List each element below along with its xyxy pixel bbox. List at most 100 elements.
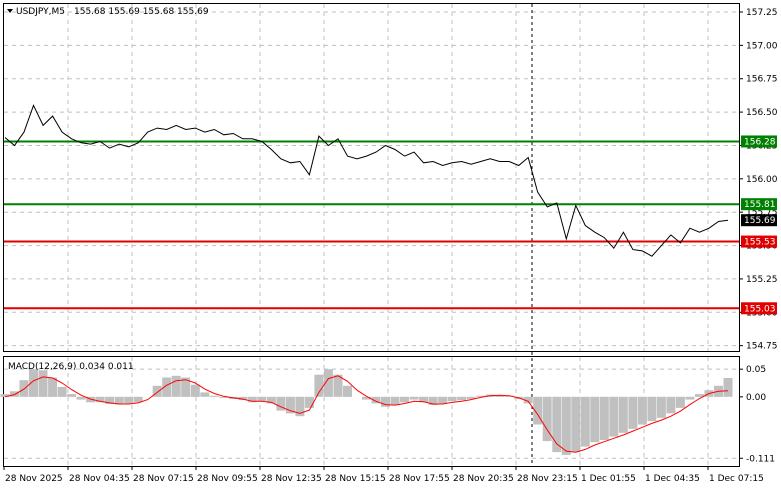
macd-bar: [29, 369, 38, 397]
macd-bar: [381, 396, 390, 407]
macd-bar: [314, 374, 324, 397]
macd-bar: [533, 396, 543, 425]
macd-bar: [247, 396, 257, 403]
time-label: 28 Nov 07:15: [133, 474, 194, 484]
current-price-tag-label: 155.69: [744, 216, 776, 226]
macd-bar: [504, 395, 514, 397]
price-tick-label: 154.75: [746, 342, 778, 352]
time-label: 28 Nov 09:55: [197, 474, 258, 484]
price-axis[interactable]: 157.25157.00156.75156.50156.25156.00155.…: [739, 8, 778, 352]
macd-bar: [152, 385, 162, 397]
macd-bar: [618, 396, 628, 433]
symbol-label: USDJPY,M5: [16, 7, 65, 17]
macd-bar: [343, 385, 352, 397]
macd-bar: [238, 396, 248, 401]
level-155-53-tag-label: 155.53: [744, 238, 776, 248]
macd-bar: [666, 396, 676, 414]
level-156-28-tag: [741, 135, 777, 148]
macd-bar: [542, 396, 552, 442]
macd-bar: [323, 369, 333, 397]
macd-bar: [571, 396, 581, 453]
time-label: 1 Dec 01:55: [581, 474, 636, 484]
macd-bar: [495, 395, 505, 397]
price-tick-label: 155.75: [746, 208, 778, 218]
time-label: 28 Nov 20:35: [453, 474, 514, 484]
macd-bar: [647, 396, 657, 422]
macd-bar: [133, 396, 143, 403]
macd-bar: [400, 396, 409, 403]
macd-bar: [38, 370, 48, 397]
ohlc-values: 155.68 155.69 155.68 155.69: [74, 7, 209, 17]
level-155-81-tag-label: 155.81: [744, 200, 776, 210]
level-155-03-tag-label: 155.03: [744, 304, 776, 314]
macd-bar: [476, 395, 486, 397]
level-lines: [4, 140, 739, 310]
macd-signal-line: [4, 375, 729, 453]
macd-bar: [181, 377, 191, 397]
macd-bar: [637, 396, 647, 425]
macd-bar: [285, 396, 295, 414]
main-grid: [4, 4, 739, 351]
macd-bar: [419, 396, 429, 403]
macd-bar: [276, 396, 286, 411]
current-price-tag: [741, 214, 777, 227]
time-label: 28 Nov 2025: [5, 474, 63, 484]
macd-bar: [162, 377, 172, 397]
macd-histogram: [0, 369, 733, 455]
macd-bar: [685, 396, 695, 400]
level-155-03-tag: [741, 302, 777, 315]
main-plot-area[interactable]: [3, 3, 740, 352]
level-price-tags: 156.28 155.81 155.53 155.03 155.69: [741, 135, 777, 315]
macd-bar: [675, 396, 685, 408]
macd-bar: [190, 384, 200, 397]
macd-bar: [552, 396, 562, 453]
macd-bar: [295, 396, 305, 417]
macd-bar: [428, 396, 438, 406]
macd-bar: [333, 374, 343, 397]
macd-bar: [561, 396, 571, 455]
macd-bar: [457, 396, 467, 401]
macd-bar: [723, 378, 733, 397]
macd-bar: [67, 394, 77, 397]
macd-bar: [114, 396, 124, 405]
macd-bar: [523, 396, 533, 404]
price-series-line: [4, 104, 729, 257]
triangle-down-icon[interactable]: [7, 9, 13, 13]
macd-bar: [266, 396, 276, 404]
macd-bar: [48, 377, 58, 397]
macd-bar: [209, 395, 219, 397]
macd-bar: [599, 396, 609, 440]
macd-bar: [124, 396, 134, 404]
macd-bar: [371, 396, 381, 404]
price-tick-label: 157.25: [746, 8, 778, 18]
macd-bar: [76, 396, 86, 400]
time-axis[interactable]: 28 Nov 2025 28 Nov 04:35 28 Nov 07:15 28 No…: [3, 466, 764, 484]
macd-tick-label: -0.111: [746, 454, 775, 464]
level-155-53-tag: [741, 235, 777, 248]
chart-header: USDJPY,M5 155.68 155.69 155.68 155.69: [7, 7, 209, 17]
macd-bar: [438, 396, 448, 404]
macd-bar: [695, 394, 704, 397]
time-label: 1 Dec 07:15: [709, 474, 764, 484]
price-tick-label: 155.25: [746, 275, 778, 285]
macd-bar: [590, 396, 600, 443]
time-label: 28 Nov 04:35: [69, 474, 130, 484]
macd-bar: [200, 392, 210, 397]
macd-bar: [466, 396, 476, 399]
macd-bar: [95, 396, 105, 403]
macd-bar: [0, 394, 10, 397]
macd-bar: [105, 396, 115, 404]
time-label: 1 Dec 04:35: [645, 474, 700, 484]
time-label: 28 Nov 15:15: [325, 474, 386, 484]
macd-bar: [304, 396, 314, 408]
macd-bar: [580, 396, 590, 447]
macd-tick-label: 0.00: [746, 393, 766, 403]
macd-label: MACD(12,26,9) 0.034 0.011: [8, 362, 134, 372]
macd-bar: [219, 396, 229, 398]
price-tick-label: 156.50: [746, 108, 778, 118]
macd-bar: [447, 396, 457, 402]
macd-bar: [390, 396, 400, 406]
macd-bar: [171, 375, 181, 397]
level-156-28-tag-label: 156.28: [744, 137, 776, 147]
